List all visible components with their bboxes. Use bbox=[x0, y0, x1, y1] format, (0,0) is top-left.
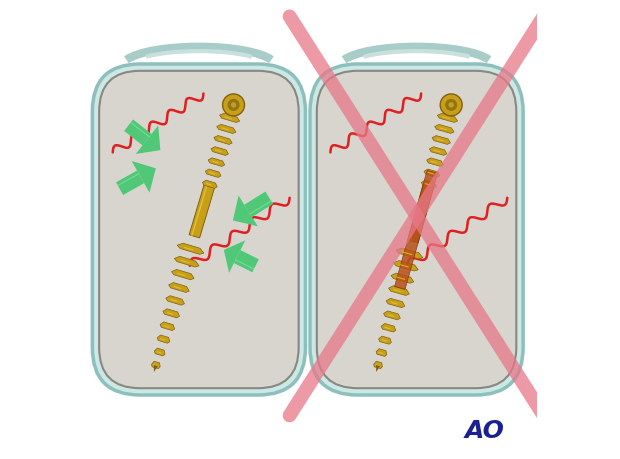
Polygon shape bbox=[131, 161, 156, 193]
Circle shape bbox=[228, 99, 239, 111]
Polygon shape bbox=[396, 248, 423, 259]
Polygon shape bbox=[124, 119, 151, 146]
Circle shape bbox=[445, 99, 457, 111]
Polygon shape bbox=[394, 170, 438, 290]
Polygon shape bbox=[407, 183, 434, 243]
Polygon shape bbox=[219, 113, 240, 123]
Polygon shape bbox=[177, 243, 204, 254]
Polygon shape bbox=[151, 361, 160, 369]
Polygon shape bbox=[437, 113, 458, 123]
Polygon shape bbox=[208, 158, 224, 167]
Polygon shape bbox=[172, 269, 194, 280]
Polygon shape bbox=[189, 183, 215, 238]
Polygon shape bbox=[211, 147, 228, 156]
Polygon shape bbox=[154, 365, 157, 372]
Polygon shape bbox=[174, 256, 199, 267]
Polygon shape bbox=[424, 169, 440, 177]
Circle shape bbox=[231, 102, 236, 108]
FancyBboxPatch shape bbox=[104, 73, 294, 377]
Polygon shape bbox=[432, 135, 451, 145]
Polygon shape bbox=[224, 241, 246, 273]
FancyBboxPatch shape bbox=[321, 73, 512, 377]
FancyBboxPatch shape bbox=[317, 71, 516, 388]
Polygon shape bbox=[160, 322, 175, 330]
Polygon shape bbox=[116, 171, 144, 195]
Polygon shape bbox=[202, 180, 217, 188]
Polygon shape bbox=[217, 124, 236, 134]
Polygon shape bbox=[214, 135, 232, 145]
Polygon shape bbox=[435, 124, 454, 134]
Polygon shape bbox=[157, 335, 170, 343]
Polygon shape bbox=[136, 125, 161, 154]
Polygon shape bbox=[386, 298, 405, 308]
Polygon shape bbox=[427, 158, 443, 166]
Polygon shape bbox=[389, 286, 409, 296]
Polygon shape bbox=[205, 169, 221, 177]
Polygon shape bbox=[381, 324, 396, 332]
FancyBboxPatch shape bbox=[310, 64, 523, 395]
Polygon shape bbox=[154, 348, 165, 356]
Polygon shape bbox=[244, 191, 273, 217]
Circle shape bbox=[440, 94, 462, 116]
Polygon shape bbox=[394, 261, 418, 271]
Polygon shape bbox=[166, 296, 184, 305]
Polygon shape bbox=[163, 309, 180, 318]
Polygon shape bbox=[379, 336, 391, 344]
Circle shape bbox=[223, 94, 244, 116]
Polygon shape bbox=[422, 180, 436, 188]
FancyBboxPatch shape bbox=[92, 64, 306, 395]
FancyBboxPatch shape bbox=[99, 71, 299, 388]
Polygon shape bbox=[169, 283, 189, 292]
Polygon shape bbox=[376, 365, 380, 372]
Circle shape bbox=[448, 102, 454, 107]
Polygon shape bbox=[233, 196, 258, 226]
Polygon shape bbox=[376, 349, 387, 356]
Polygon shape bbox=[384, 311, 401, 320]
Polygon shape bbox=[374, 361, 383, 369]
Text: AO: AO bbox=[464, 419, 505, 443]
Polygon shape bbox=[391, 273, 414, 283]
Polygon shape bbox=[234, 250, 259, 272]
Polygon shape bbox=[430, 147, 447, 155]
